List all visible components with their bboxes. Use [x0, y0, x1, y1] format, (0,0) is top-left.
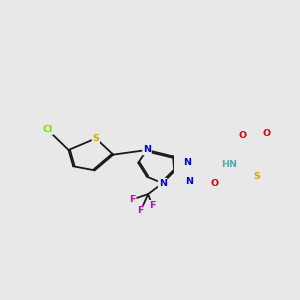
Text: N: N: [159, 178, 167, 188]
Text: N: N: [143, 146, 151, 154]
Text: O: O: [262, 129, 271, 138]
Text: S: S: [92, 134, 99, 143]
Text: N: N: [185, 177, 193, 186]
Text: Cl: Cl: [43, 125, 53, 134]
Text: F: F: [137, 206, 144, 215]
Text: S: S: [254, 172, 260, 181]
Text: O: O: [239, 131, 247, 140]
Text: N: N: [183, 158, 191, 167]
Text: O: O: [211, 179, 219, 188]
Text: F: F: [149, 201, 155, 210]
Text: F: F: [129, 195, 136, 204]
Text: HN: HN: [221, 160, 237, 169]
